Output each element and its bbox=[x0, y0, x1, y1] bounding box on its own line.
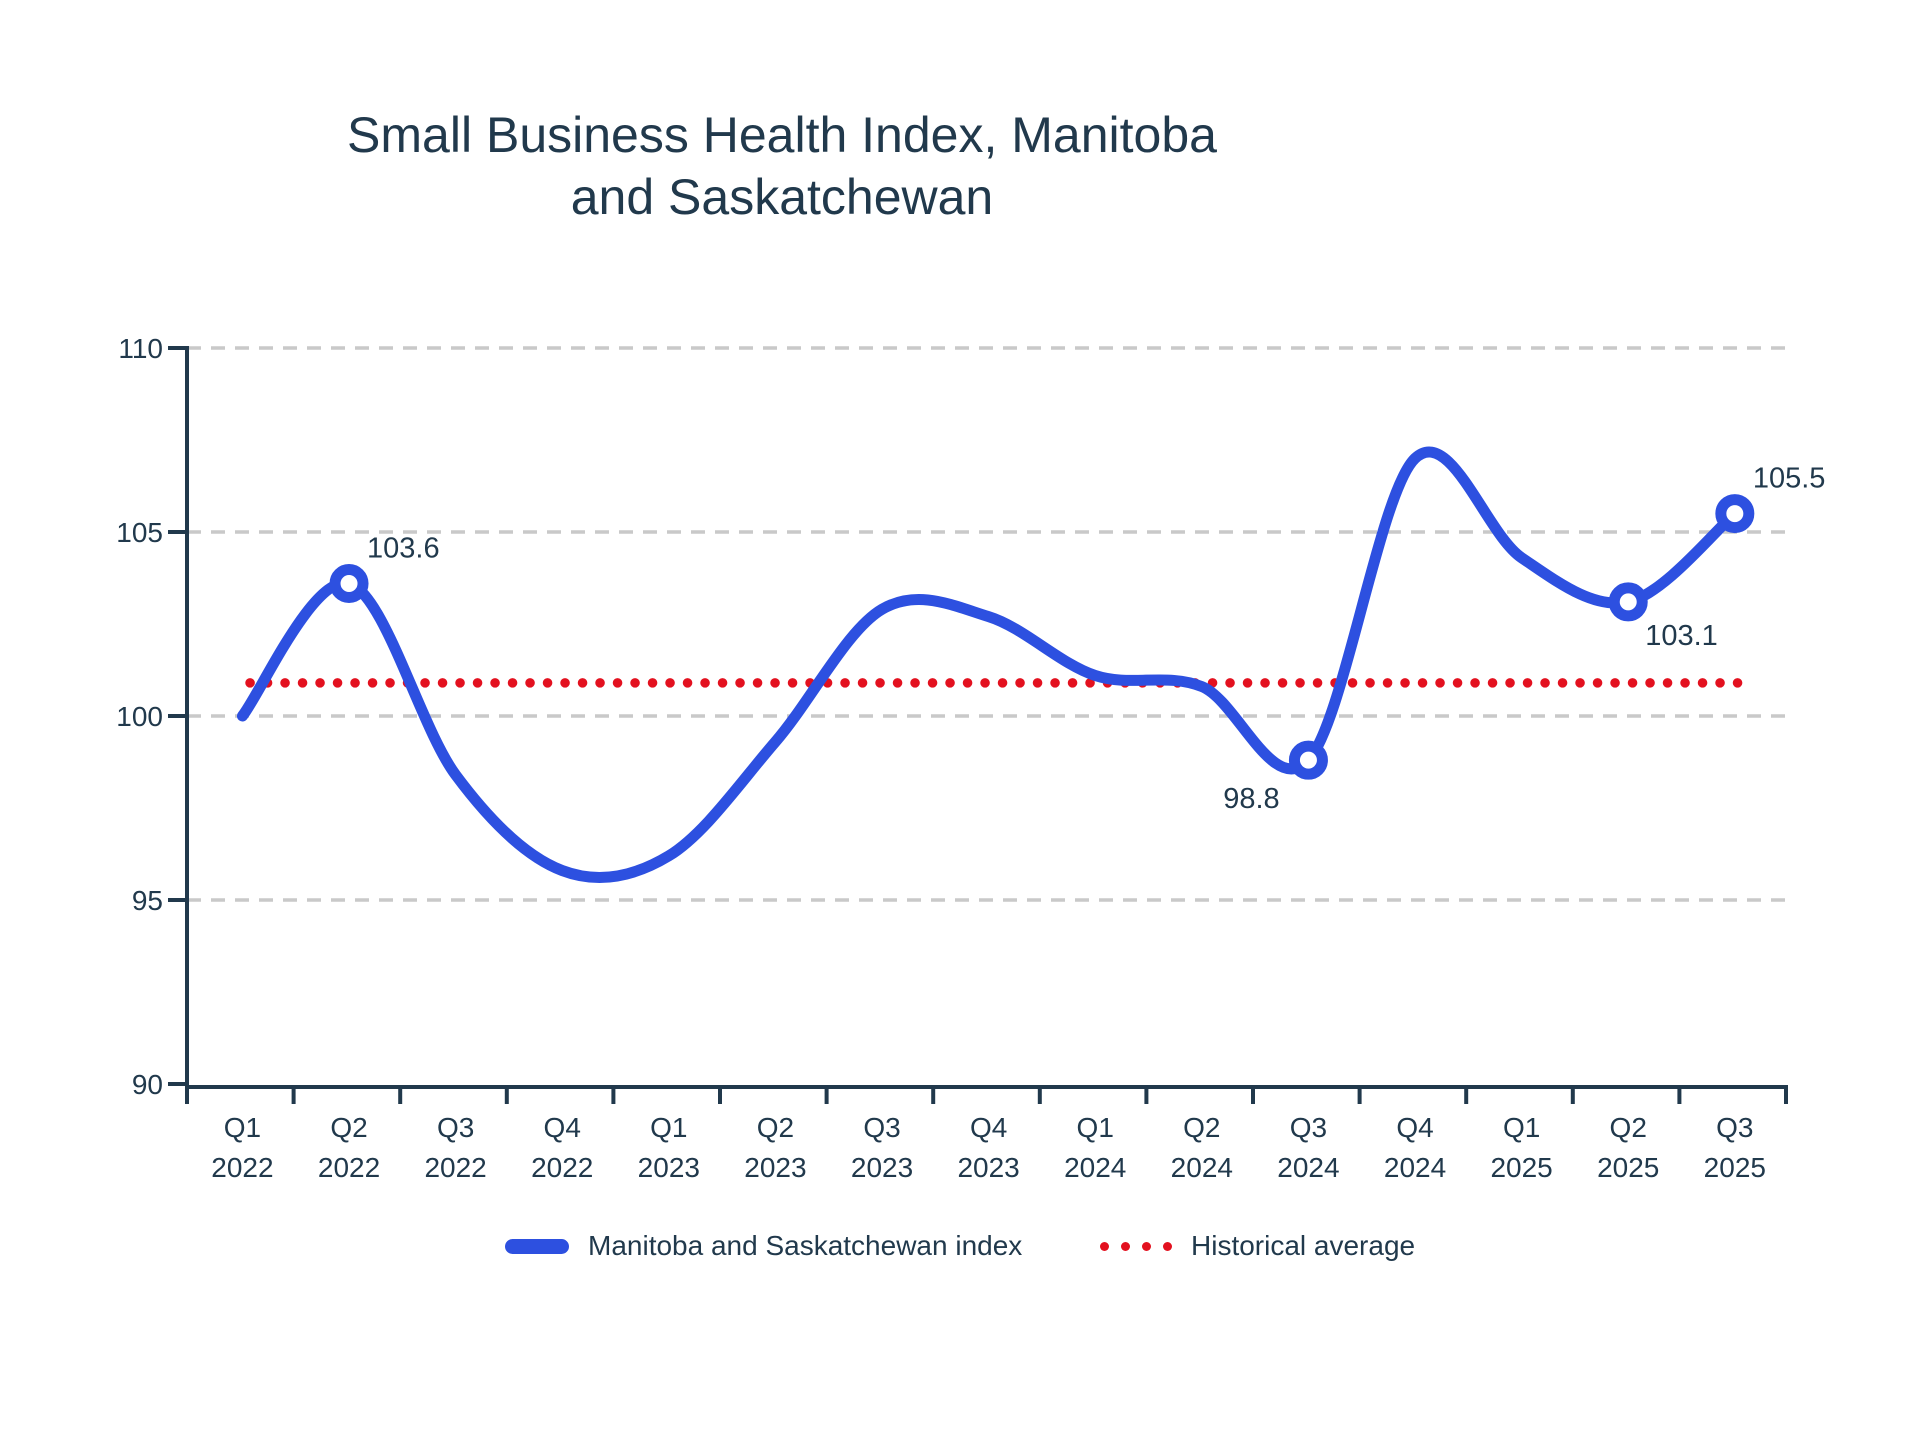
index-line-series bbox=[236, 446, 1741, 884]
legend-label-index: Manitoba and Saskatchewan index bbox=[588, 1230, 1023, 1261]
data-point-label: 103.1 bbox=[1645, 620, 1718, 652]
x-tick-label: Q2 2022 bbox=[318, 1112, 380, 1183]
x-tick-label: Q1 2022 bbox=[211, 1112, 273, 1183]
x-tick-label: Q4 2024 bbox=[1384, 1112, 1446, 1183]
data-point-label: 103.6 bbox=[367, 533, 440, 565]
x-tick-label: Q1 2023 bbox=[638, 1112, 700, 1183]
chart-title: Small Business Health Index, Manitoba an… bbox=[0, 104, 1564, 228]
y-tick-label: 105 bbox=[116, 517, 163, 548]
data-point-label: 98.8 bbox=[1223, 783, 1279, 815]
x-tick-label: Q4 2023 bbox=[957, 1112, 1019, 1183]
x-tick-label: Q2 2023 bbox=[744, 1112, 806, 1183]
x-tick-label: Q1 2025 bbox=[1490, 1112, 1552, 1183]
legend-label-average: Historical average bbox=[1191, 1230, 1416, 1261]
data-point-marker bbox=[1608, 582, 1648, 622]
data-point-label: 105.5 bbox=[1753, 463, 1826, 495]
y-tick-label: 95 bbox=[132, 885, 163, 916]
data-point-marker bbox=[1715, 494, 1755, 534]
data-point-marker bbox=[1288, 740, 1328, 780]
legend-dots-swatch-icon bbox=[1100, 1241, 1172, 1251]
chart-title-line2: and Saskatchewan bbox=[570, 169, 994, 225]
x-tick-label: Q3 2025 bbox=[1704, 1112, 1766, 1183]
x-tick-label: Q2 2025 bbox=[1597, 1112, 1659, 1183]
legend: Manitoba and Saskatchewan index Historic… bbox=[0, 1226, 1920, 1266]
x-tick-label: Q2 2024 bbox=[1171, 1112, 1233, 1183]
y-tick-label: 90 bbox=[132, 1069, 163, 1100]
plot-area: 110 105 100 95 90 Q1 2022 Q2 2022 Q3 2022 Q4 2022 Q1 2… bbox=[116, 333, 1826, 1183]
y-tick-label: 100 bbox=[116, 701, 163, 732]
x-tick-label: Q1 2024 bbox=[1064, 1112, 1126, 1183]
x-tick-label: Q3 2022 bbox=[424, 1112, 486, 1183]
chart-title-line1: Small Business Health Index, Manitoba bbox=[347, 107, 1217, 163]
x-tick-label: Q4 2022 bbox=[531, 1112, 593, 1183]
legend-line-swatch-icon bbox=[505, 1238, 569, 1254]
x-tick-label: Q3 2023 bbox=[851, 1112, 913, 1183]
legend-item-index: Manitoba and Saskatchewan index bbox=[505, 1226, 1022, 1266]
x-tick-label: Q3 2024 bbox=[1277, 1112, 1339, 1183]
data-point-marker bbox=[329, 564, 369, 604]
y-tick-label: 110 bbox=[118, 333, 163, 364]
legend-item-average: Historical average bbox=[1100, 1226, 1415, 1266]
